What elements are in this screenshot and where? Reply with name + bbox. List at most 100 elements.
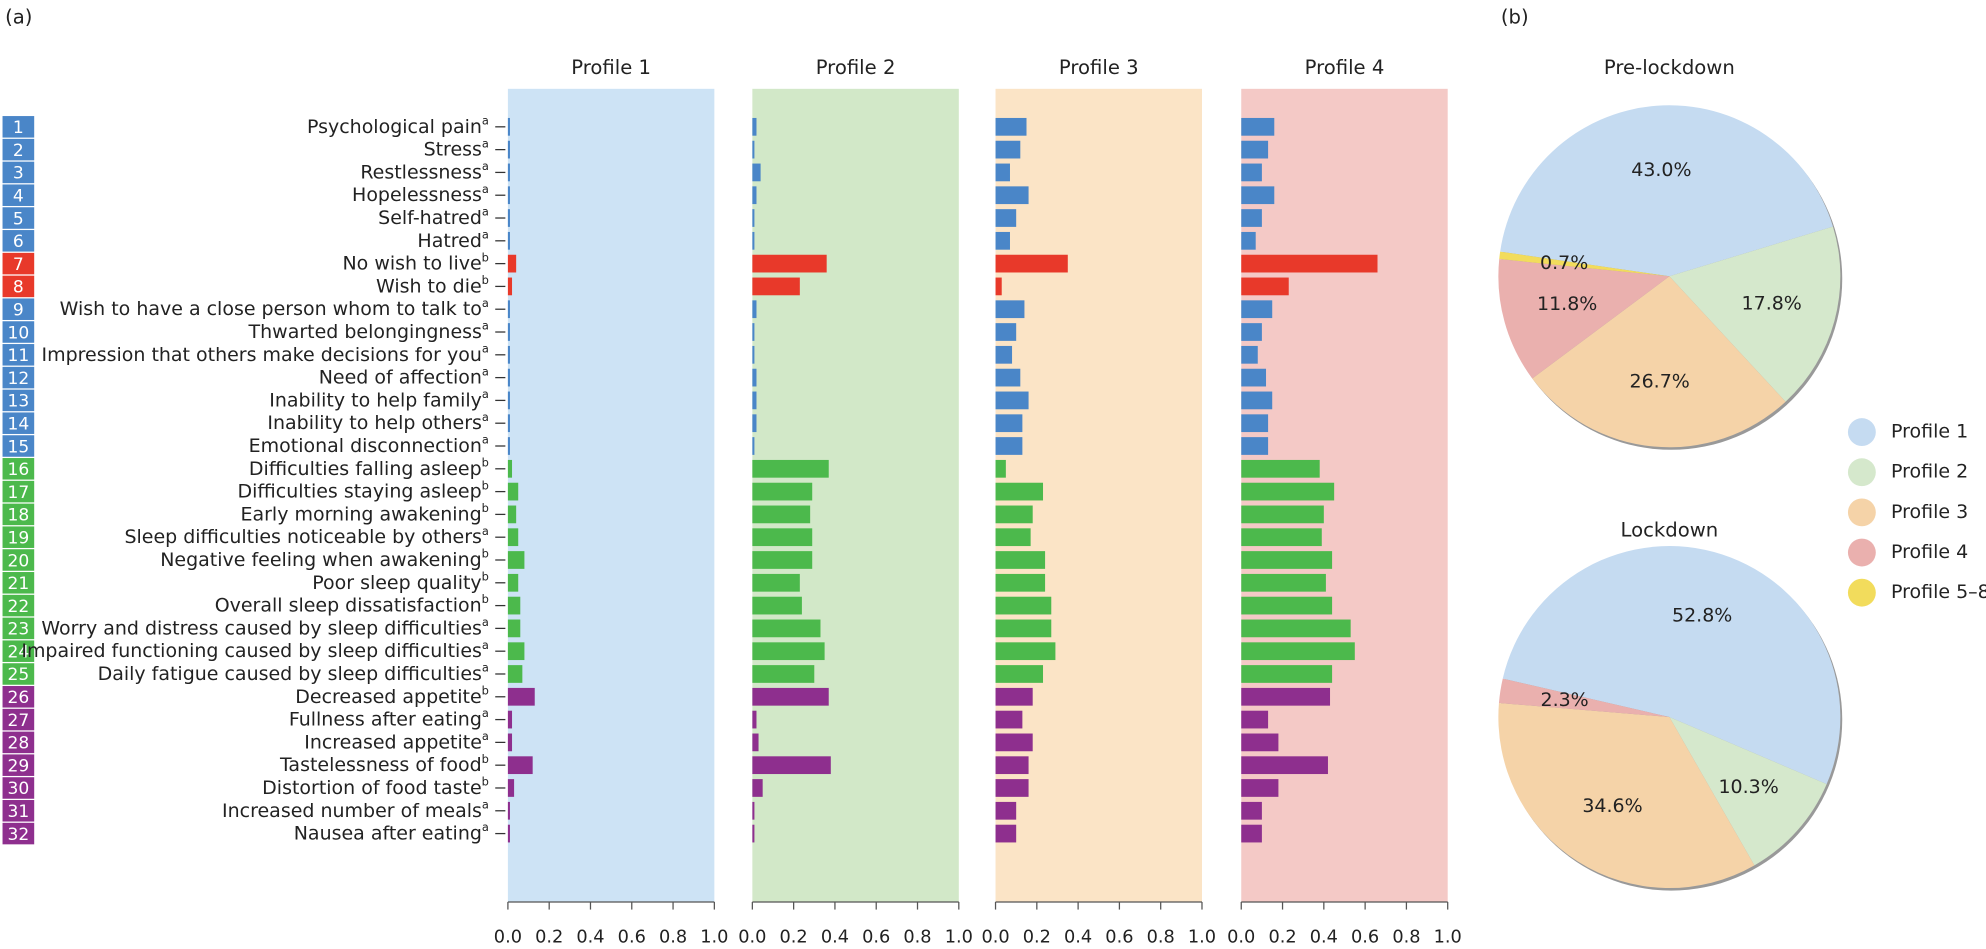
panel-title: Profile 3 bbox=[1059, 56, 1139, 79]
bar bbox=[995, 368, 1021, 387]
item-number: 21 bbox=[7, 574, 29, 594]
item-number: 14 bbox=[7, 414, 29, 434]
bar bbox=[1241, 824, 1262, 843]
bar bbox=[507, 779, 515, 797]
item-label-text: Hatred bbox=[417, 229, 481, 251]
item-box bbox=[2, 594, 35, 617]
x-tick-label: 0.2 bbox=[1268, 927, 1296, 947]
bar bbox=[995, 140, 1021, 159]
bar bbox=[507, 687, 535, 706]
item-number: 32 bbox=[7, 825, 29, 845]
item-box bbox=[2, 389, 35, 412]
bar bbox=[752, 573, 800, 592]
item-label-text: Overall sleep dissatisfaction bbox=[215, 594, 482, 616]
bar bbox=[1241, 254, 1378, 273]
item-number: 17 bbox=[7, 483, 29, 503]
item-label: Self-hatreda bbox=[378, 204, 489, 228]
legend-swatch bbox=[1847, 458, 1876, 487]
item-number: 26 bbox=[7, 688, 29, 708]
item-label: Difficulties falling asleepb bbox=[249, 455, 489, 479]
item-box bbox=[2, 822, 35, 845]
legend-label: Profile 2 bbox=[1891, 461, 1968, 483]
bar bbox=[1241, 231, 1256, 250]
item-box bbox=[2, 480, 35, 503]
item-number: 16 bbox=[7, 460, 29, 480]
item-box bbox=[2, 458, 35, 480]
item-note: a bbox=[482, 295, 489, 309]
legend-label: Profile 1 bbox=[1891, 421, 1968, 443]
bar bbox=[995, 687, 1033, 706]
panel-title: Profile 4 bbox=[1305, 56, 1385, 79]
bar bbox=[752, 254, 827, 273]
bar bbox=[507, 459, 513, 478]
bar bbox=[507, 277, 513, 296]
item-number: 25 bbox=[7, 665, 29, 685]
bar bbox=[995, 756, 1029, 775]
bar bbox=[507, 209, 510, 227]
item-label: Tastelessness of foodb bbox=[279, 751, 489, 775]
item-number: 22 bbox=[7, 597, 29, 617]
x-tick-label: 0.0 bbox=[738, 927, 766, 947]
item-label: Impaired functioning caused by sleep dif… bbox=[21, 637, 489, 661]
bar bbox=[752, 824, 755, 843]
item-label-text: Inability to help family bbox=[269, 389, 482, 411]
item-label: Early morning awakeningb bbox=[240, 501, 488, 525]
item-note: b bbox=[482, 592, 489, 606]
item-label: Fullness after eatinga bbox=[289, 706, 489, 730]
item-note: b bbox=[482, 250, 489, 264]
pie-slice bbox=[1669, 717, 1827, 866]
item-label: Worry and distress caused by sleep diffi… bbox=[41, 615, 489, 639]
bar bbox=[507, 642, 525, 661]
bar bbox=[752, 482, 813, 501]
x-tick-label: 0.2 bbox=[1023, 927, 1051, 947]
item-label-text: Hopelessness bbox=[352, 184, 482, 206]
bar bbox=[752, 733, 759, 752]
item-note: a bbox=[482, 729, 489, 743]
item-label: Restlessnessa bbox=[360, 159, 489, 183]
item-box bbox=[2, 230, 35, 252]
bar bbox=[995, 779, 1029, 797]
bar bbox=[995, 596, 1052, 615]
panel-label: (b) bbox=[1501, 5, 1529, 28]
item-box bbox=[2, 800, 35, 822]
item-box bbox=[2, 207, 35, 229]
bar bbox=[752, 140, 755, 159]
item-number: 5 bbox=[13, 209, 24, 229]
item-label-text: Worry and distress caused by sleep diffi… bbox=[41, 617, 482, 639]
pie-slice bbox=[1498, 259, 1670, 379]
item-label-text: Impression that others make decisions fo… bbox=[42, 343, 482, 365]
bar bbox=[752, 345, 755, 364]
legend-label: Profile 5–8 bbox=[1891, 581, 1986, 603]
bar bbox=[1241, 505, 1324, 524]
bar bbox=[752, 779, 763, 797]
item-label-text: No wish to live bbox=[342, 252, 481, 274]
bar bbox=[1241, 779, 1279, 797]
bar bbox=[507, 710, 513, 729]
item-note: b bbox=[482, 569, 489, 583]
bar bbox=[507, 665, 523, 683]
bar bbox=[507, 186, 510, 205]
bar bbox=[752, 117, 757, 136]
bar bbox=[507, 391, 510, 410]
x-tick-label: 0.0 bbox=[1227, 927, 1255, 947]
bar bbox=[752, 756, 831, 775]
bar bbox=[1241, 710, 1269, 729]
item-number: 8 bbox=[13, 278, 24, 298]
bar bbox=[995, 323, 1017, 341]
bar bbox=[995, 824, 1017, 843]
legend-label: Profile 3 bbox=[1891, 501, 1968, 523]
bar bbox=[507, 117, 510, 136]
bar bbox=[1241, 687, 1331, 706]
item-box bbox=[2, 344, 35, 366]
item-label-text: Inability to help others bbox=[267, 412, 481, 434]
bar bbox=[995, 459, 1006, 478]
item-note: a bbox=[482, 204, 489, 218]
bar bbox=[1241, 665, 1333, 683]
item-label: Distortion of food tasteb bbox=[262, 774, 489, 798]
item-note: a bbox=[482, 523, 489, 537]
item-number: 27 bbox=[7, 711, 29, 731]
item-number: 2 bbox=[13, 141, 24, 161]
item-number: 29 bbox=[7, 756, 29, 776]
item-note: a bbox=[482, 181, 489, 195]
